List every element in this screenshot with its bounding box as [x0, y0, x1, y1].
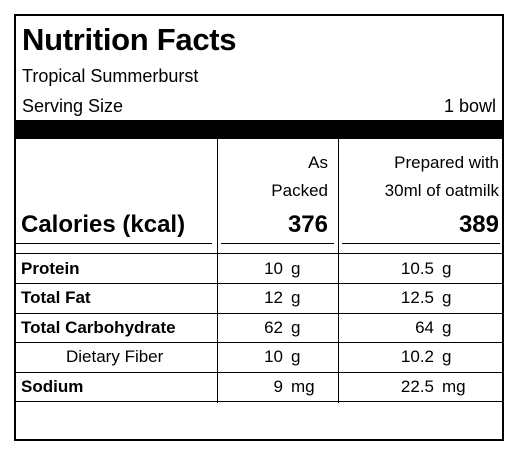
nutrient-packed-value: 62: [264, 317, 283, 337]
nutrient-prepared-unit: g: [442, 259, 452, 278]
column-header-prepared: Prepared with 30ml of oatmilk: [384, 153, 499, 200]
calories-separator-name: [16, 243, 212, 244]
calories-prepared: 389: [458, 211, 499, 238]
nutrient-prepared-value: 10.2: [400, 347, 434, 367]
label-title: Nutrition Facts: [22, 22, 237, 57]
nutrient-name: Sodium: [21, 376, 84, 396]
nutrient-packed-value: 9: [273, 376, 283, 396]
nutrition-label: Nutrition Facts Tropical Summerburst Ser…: [14, 14, 504, 441]
nutrients-bottom-rule: [16, 401, 502, 402]
nutrient-packed-unit: g: [291, 317, 301, 337]
row-separator-prepared: [339, 312, 502, 314]
thick-divider: [16, 120, 502, 139]
row-separator-packed: [218, 283, 338, 285]
column-divider-right: [338, 139, 339, 403]
nutrient-packed-value: 10: [264, 259, 283, 278]
row-separator-prepared: [339, 283, 502, 285]
calories-label: Calories (kcal): [21, 211, 186, 238]
column-header-packed: As Packed: [271, 153, 328, 200]
calories-packed: 376: [287, 211, 328, 238]
nutrient-name: Total Fat: [21, 288, 91, 308]
serving-size-value: 1 bowl: [443, 96, 496, 116]
row-separator-name: [16, 342, 217, 344]
nutrient-packed-unit: g: [291, 259, 301, 278]
nutrient-name: Protein: [21, 259, 80, 278]
row-separator-packed: [218, 342, 338, 344]
nutrient-prepared-unit: mg: [442, 376, 466, 396]
nutrient-prepared-unit: g: [442, 317, 452, 337]
nutrient-packed-unit: g: [291, 347, 301, 367]
row-separator-packed: [218, 371, 338, 373]
serving-size-label: Serving Size: [22, 96, 124, 116]
nutrient-prepared-value: 12.5: [400, 288, 434, 308]
nutrient-name: Dietary Fiber: [66, 347, 164, 367]
row-separator-name: [16, 371, 217, 373]
row-separator-prepared: [339, 342, 502, 344]
nutrient-prepared-unit: g: [442, 347, 452, 367]
row-separator-packed: [218, 312, 338, 314]
product-name: Tropical Summerburst: [22, 66, 199, 86]
row-separator-name: [16, 283, 217, 285]
nutrient-prepared-value: 22.5: [400, 376, 434, 396]
nutrients-top-rule: [16, 253, 502, 254]
nutrient-name: Total Carbohydrate: [21, 317, 176, 337]
nutrient-prepared-value: 64: [415, 317, 434, 337]
row-separator-prepared: [339, 371, 502, 373]
calories-separator-prepared: [342, 243, 500, 244]
calories-separator-packed: [221, 243, 334, 244]
nutrient-packed-unit: g: [291, 288, 301, 308]
row-separator-name: [16, 312, 217, 314]
nutrient-packed-value: 12: [264, 288, 283, 308]
column-divider-left: [217, 139, 218, 403]
nutrient-prepared-unit: g: [442, 288, 452, 308]
nutrient-prepared-value: 10.5: [400, 259, 434, 278]
nutrient-packed-value: 10: [264, 347, 283, 367]
nutrient-packed-unit: mg: [291, 376, 315, 396]
